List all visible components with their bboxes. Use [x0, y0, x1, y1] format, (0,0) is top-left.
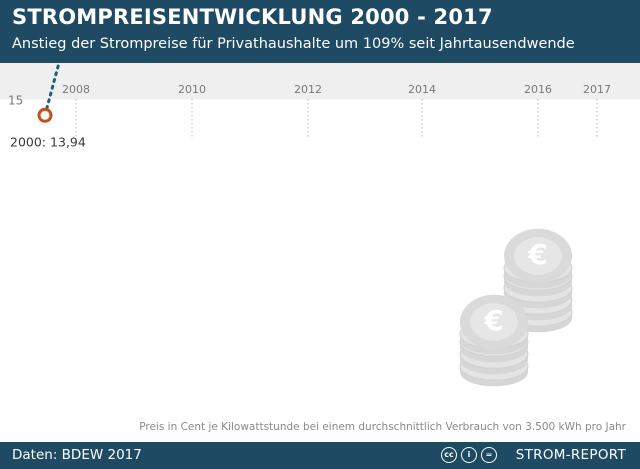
x-tick-label: 2017 [583, 83, 611, 96]
data-source: Daten: BDEW 2017 [12, 447, 142, 463]
footer: Daten: BDEW 2017 cc i = STROM-REPORT [0, 442, 640, 469]
data-label: 2000: 13,94 [10, 134, 86, 149]
chart-note: Preis in Cent je Kilowattstunde bei eine… [139, 421, 626, 433]
grid-bands [0, 63, 640, 100]
x-axis: 2008 2010 2012 2014 2016 2017 [62, 83, 611, 96]
grid-band [0, 63, 640, 100]
x-tick-label: 2010 [178, 83, 206, 96]
header: STROMPREISENTWICKLUNG 2000 - 2017 Anstie… [0, 0, 640, 63]
euro-coin: € [459, 294, 529, 355]
data-point [37, 107, 53, 123]
coin-inner [470, 303, 518, 341]
brand-name: STROM-REPORT [515, 447, 626, 463]
year-gridlines [75, 99, 598, 137]
page-title: STROMPREISENTWICKLUNG 2000 - 2017 [12, 5, 493, 29]
cc-noderivs-icon: = [481, 447, 497, 463]
data-labels: 2000: 13,9421,6523,2123,6925,2325,8928,8… [10, 134, 86, 149]
series-line [43, 63, 61, 117]
cc-license-icon: cc [441, 447, 457, 463]
series-markers [37, 107, 53, 123]
x-tick-label: 2014 [408, 83, 436, 96]
x-tick-label: 2008 [62, 83, 90, 96]
euro-symbol-icon: € [527, 238, 547, 271]
page-subtitle: Anstieg der Strompreise für Privathausha… [12, 36, 575, 52]
x-tick-label: 2012 [294, 83, 322, 96]
euro-coins-icon: €€ [459, 228, 573, 387]
euro-symbol-icon: € [483, 304, 503, 337]
y-axis: 15202530 [8, 93, 23, 107]
y-tick-label: 15 [8, 93, 23, 107]
coin-inner [514, 237, 562, 275]
series-line-dotted [43, 63, 61, 117]
cc-attribution-icon: i [461, 447, 477, 463]
euro-coin: € [503, 228, 573, 289]
x-tick-label: 2016 [524, 83, 552, 96]
